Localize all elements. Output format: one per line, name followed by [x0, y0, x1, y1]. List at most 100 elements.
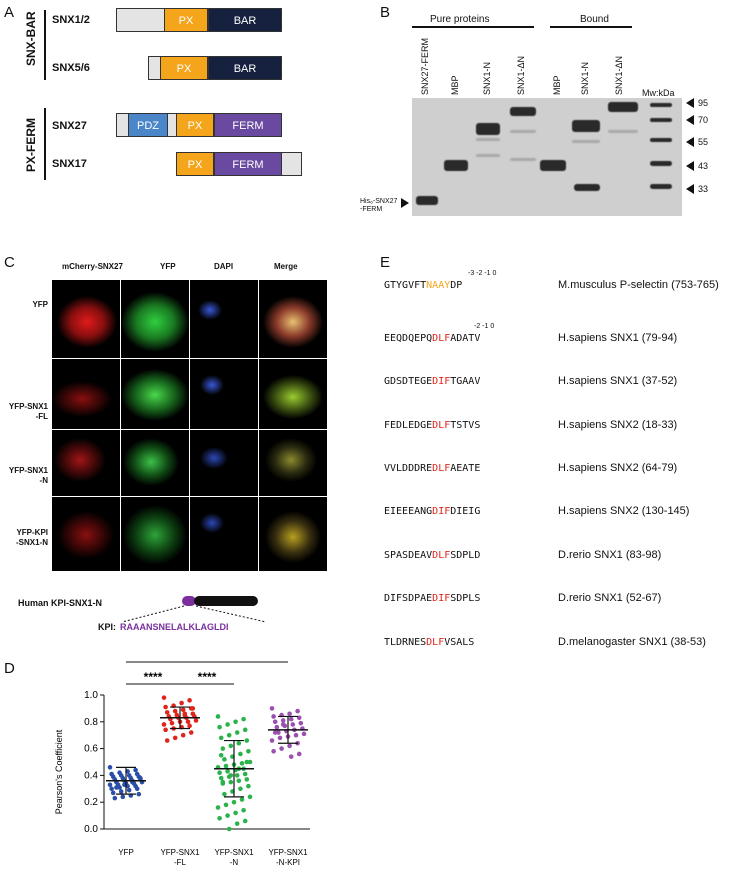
- data-point: [242, 771, 248, 777]
- gel-image: [412, 98, 682, 216]
- col-header-mcherry: mCherry-SNX27: [62, 262, 123, 271]
- data-point: [225, 813, 230, 818]
- x-category-label: YFP-SNX1: [214, 848, 254, 857]
- y-tick-label: 0.4: [84, 770, 98, 781]
- data-point: [234, 773, 240, 778]
- bound-header: Bound: [580, 14, 609, 25]
- data-point: [223, 802, 229, 808]
- data-point: [217, 724, 222, 730]
- micrograph-r3-mcherry: [52, 430, 120, 496]
- data-point: [164, 738, 170, 743]
- data-point: [287, 743, 292, 749]
- snx1-n-segment: [194, 596, 258, 606]
- data-point: [233, 810, 238, 816]
- data-point: [220, 746, 226, 751]
- data-point: [225, 722, 230, 727]
- motif-positions: -2 -1 0: [474, 323, 495, 330]
- data-point: [133, 767, 138, 773]
- data-point: [182, 712, 188, 718]
- data-point: [161, 722, 167, 727]
- data-point: [215, 805, 221, 810]
- micrograph-r4-mcherry: [52, 497, 120, 571]
- data-point: [163, 727, 168, 733]
- data-point: [114, 785, 119, 790]
- data-point: [117, 785, 122, 790]
- lane-label-6: SNX1-N: [580, 61, 590, 95]
- data-point: [269, 706, 275, 711]
- row-label-snx1-n: YFP-SNX1 -N: [8, 466, 48, 485]
- data-point: [218, 775, 224, 781]
- data-point: [274, 724, 280, 730]
- data-point: [220, 779, 226, 785]
- px-ferm-bracket: [44, 108, 46, 180]
- kpi-sequence: RAAANSNELALKLAGLDI: [120, 622, 229, 632]
- data-point: [271, 748, 276, 754]
- data-point: [222, 757, 227, 762]
- x-category-label: -N-KPI: [276, 858, 300, 867]
- data-point: [239, 797, 245, 802]
- data-point: [172, 708, 178, 714]
- sequence-row: GDSDTEGEDIFTGAAV: [384, 376, 481, 387]
- mw-arrow-70: [686, 115, 694, 125]
- sequence-row: SPASDEAVDLFSDPLD: [384, 550, 481, 561]
- micrograph-r1-yfp: [121, 280, 189, 358]
- x-category-label: YFP-SNX1: [268, 848, 308, 857]
- panel-letter-b: B: [380, 4, 391, 21]
- data-point: [296, 751, 302, 757]
- data-point: [290, 722, 296, 727]
- data-point: [126, 787, 132, 793]
- data-point: [180, 732, 186, 738]
- mw-arrow-43: [686, 161, 694, 171]
- data-point: [280, 718, 286, 723]
- data-point: [246, 783, 251, 789]
- species-label: D.melanogaster SNX1 (38-53): [558, 636, 706, 648]
- protein-label-snx1-2: SNX1/2: [52, 14, 90, 26]
- micrograph-r1-dapi: [190, 280, 258, 358]
- data-point: [112, 795, 118, 801]
- x-category-label: YFP-SNX1: [160, 848, 200, 857]
- panel-letter-d: D: [4, 660, 15, 677]
- pearson-chart: Pearson's Coefficient 0.0 0.2 0.4 0.6 0.8 1.0…: [54, 660, 310, 867]
- data-point: [296, 715, 302, 721]
- data-point: [287, 711, 292, 717]
- micrograph-r3-dapi: [190, 430, 258, 496]
- data-point: [236, 778, 242, 784]
- sequence-row: VVLDDDREDLFAEATE: [384, 463, 481, 474]
- data-point: [247, 759, 253, 765]
- data-point: [187, 723, 192, 729]
- col-header-yfp: YFP: [160, 262, 176, 271]
- data-point: [163, 704, 168, 710]
- data-point: [226, 826, 232, 832]
- data-point: [190, 706, 196, 711]
- data-point: [185, 719, 191, 725]
- data-point: [218, 753, 224, 758]
- snx17-px-domain: PX: [176, 152, 214, 176]
- data-point: [247, 794, 253, 800]
- species-label: D.rerio SNX1 (52-67): [558, 592, 662, 604]
- sequence-row: GTYGVFTNAAYDP: [384, 280, 463, 291]
- lane-label-7: SNX1-ΔN: [614, 55, 624, 95]
- sequence-row: TLDRNESDLFVSALS: [384, 637, 475, 648]
- data-point: [172, 735, 178, 741]
- micrograph-r2-mcherry: [52, 359, 120, 429]
- significance-label: *: [205, 660, 210, 662]
- panel-letter-c: C: [4, 254, 15, 271]
- lane-label-3: SNX1-N: [482, 61, 492, 95]
- species-label: D.rerio SNX1 (83-98): [558, 549, 662, 561]
- sequence-row: DIFSDPAEDIFSDPLS: [384, 593, 481, 604]
- species-label: H.sapiens SNX1 (79-94): [558, 332, 678, 344]
- y-tick-label: 0.0: [84, 824, 98, 835]
- data-point: [244, 738, 250, 743]
- row-label-snx1-fl: YFP-SNX1 -FL: [8, 402, 48, 421]
- col-header-dapi: DAPI: [214, 262, 234, 271]
- data-point: [241, 716, 246, 722]
- mw-kda-label: Mw:kDa: [642, 88, 675, 98]
- snx27-pdz-domain: PDZ: [128, 113, 168, 137]
- snx27-px-domain: PX: [176, 113, 214, 137]
- micrograph-r3-yfp: [121, 430, 189, 496]
- data-point: [280, 722, 286, 727]
- protein-label-snx5-6: SNX5/6: [52, 62, 90, 74]
- micrograph-r2-dapi: [190, 359, 258, 429]
- data-point: [118, 789, 124, 794]
- micrograph-r4-merge: [259, 497, 327, 571]
